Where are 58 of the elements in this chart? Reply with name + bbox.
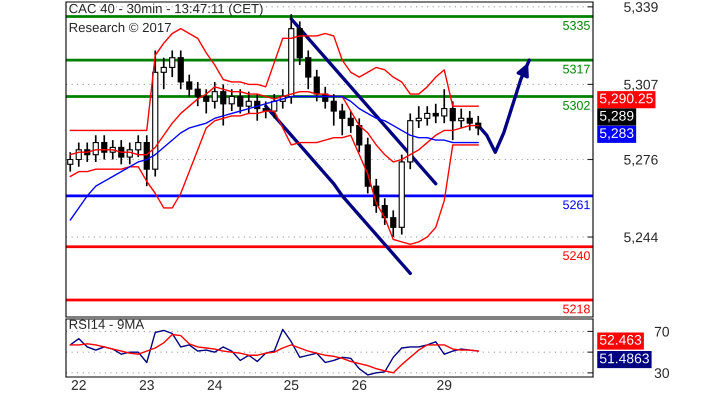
candlestick xyxy=(314,69,320,102)
candlestick xyxy=(339,102,346,136)
text: 5,290.25 xyxy=(600,94,653,106)
candlestick xyxy=(382,197,388,226)
candlestick xyxy=(246,90,252,114)
candlestick xyxy=(186,74,192,98)
candlestick xyxy=(450,100,456,141)
y-tick-label: 5,276 xyxy=(624,154,658,166)
candlestick xyxy=(220,84,226,126)
candlestick xyxy=(390,210,396,238)
candlestick xyxy=(348,110,354,134)
ref-line-label: 5261 xyxy=(563,200,590,210)
candlestick xyxy=(432,102,439,124)
x-tick-label: 26 xyxy=(352,380,366,390)
candlestick xyxy=(228,88,235,112)
ref-line-label: 5317 xyxy=(563,64,590,74)
annotation: Research © 2017 xyxy=(70,22,171,32)
candlestick xyxy=(101,134,108,160)
line-series xyxy=(264,104,412,276)
candlestick xyxy=(466,110,473,132)
x-tick-label: 22 xyxy=(72,380,86,390)
candlestick xyxy=(212,81,218,110)
candlestick xyxy=(356,117,362,154)
y-tick-label: 30 xyxy=(654,368,670,378)
candlestick xyxy=(330,93,337,126)
x-tick-label: 25 xyxy=(284,380,298,390)
candlestick xyxy=(135,134,142,158)
candlestick xyxy=(475,115,482,136)
candlestick xyxy=(92,134,99,163)
candlestick xyxy=(424,105,430,126)
candlestick xyxy=(305,50,312,90)
y-tick-label: 70 xyxy=(654,326,670,337)
x-tick-label: 23 xyxy=(140,380,154,390)
x-tick-label: 24 xyxy=(208,380,222,390)
chart-title: RSI14 - 9MA xyxy=(70,320,144,329)
candlestick xyxy=(160,56,167,90)
y-tick-label: 5,307 xyxy=(624,80,658,92)
candlestick xyxy=(237,88,244,114)
candlestick xyxy=(194,81,201,108)
candlestick xyxy=(203,88,210,114)
candlestick xyxy=(416,105,422,129)
candlestick xyxy=(169,50,176,78)
candlestick xyxy=(441,88,448,124)
ref-line-label: 5240 xyxy=(563,251,590,260)
chart-title: CAC 40 - 30min - 13:47:11 (CET) xyxy=(69,4,263,16)
line-series xyxy=(290,17,438,186)
x-tick-label: 29 xyxy=(437,380,452,390)
candlestick xyxy=(458,108,464,129)
ref-line-label: 5302 xyxy=(563,100,590,110)
y-tick-label: 5,339 xyxy=(624,2,658,14)
text: 5,289 xyxy=(600,110,634,122)
text: 52.463 xyxy=(600,334,642,345)
ref-line-label: 5218 xyxy=(563,304,590,314)
line-series xyxy=(476,58,531,154)
text: 51.4863 xyxy=(600,353,649,364)
text: 5,283 xyxy=(600,128,634,140)
y-tick-label: 5,244 xyxy=(624,232,658,244)
ref-line-label: 5335 xyxy=(563,21,590,30)
